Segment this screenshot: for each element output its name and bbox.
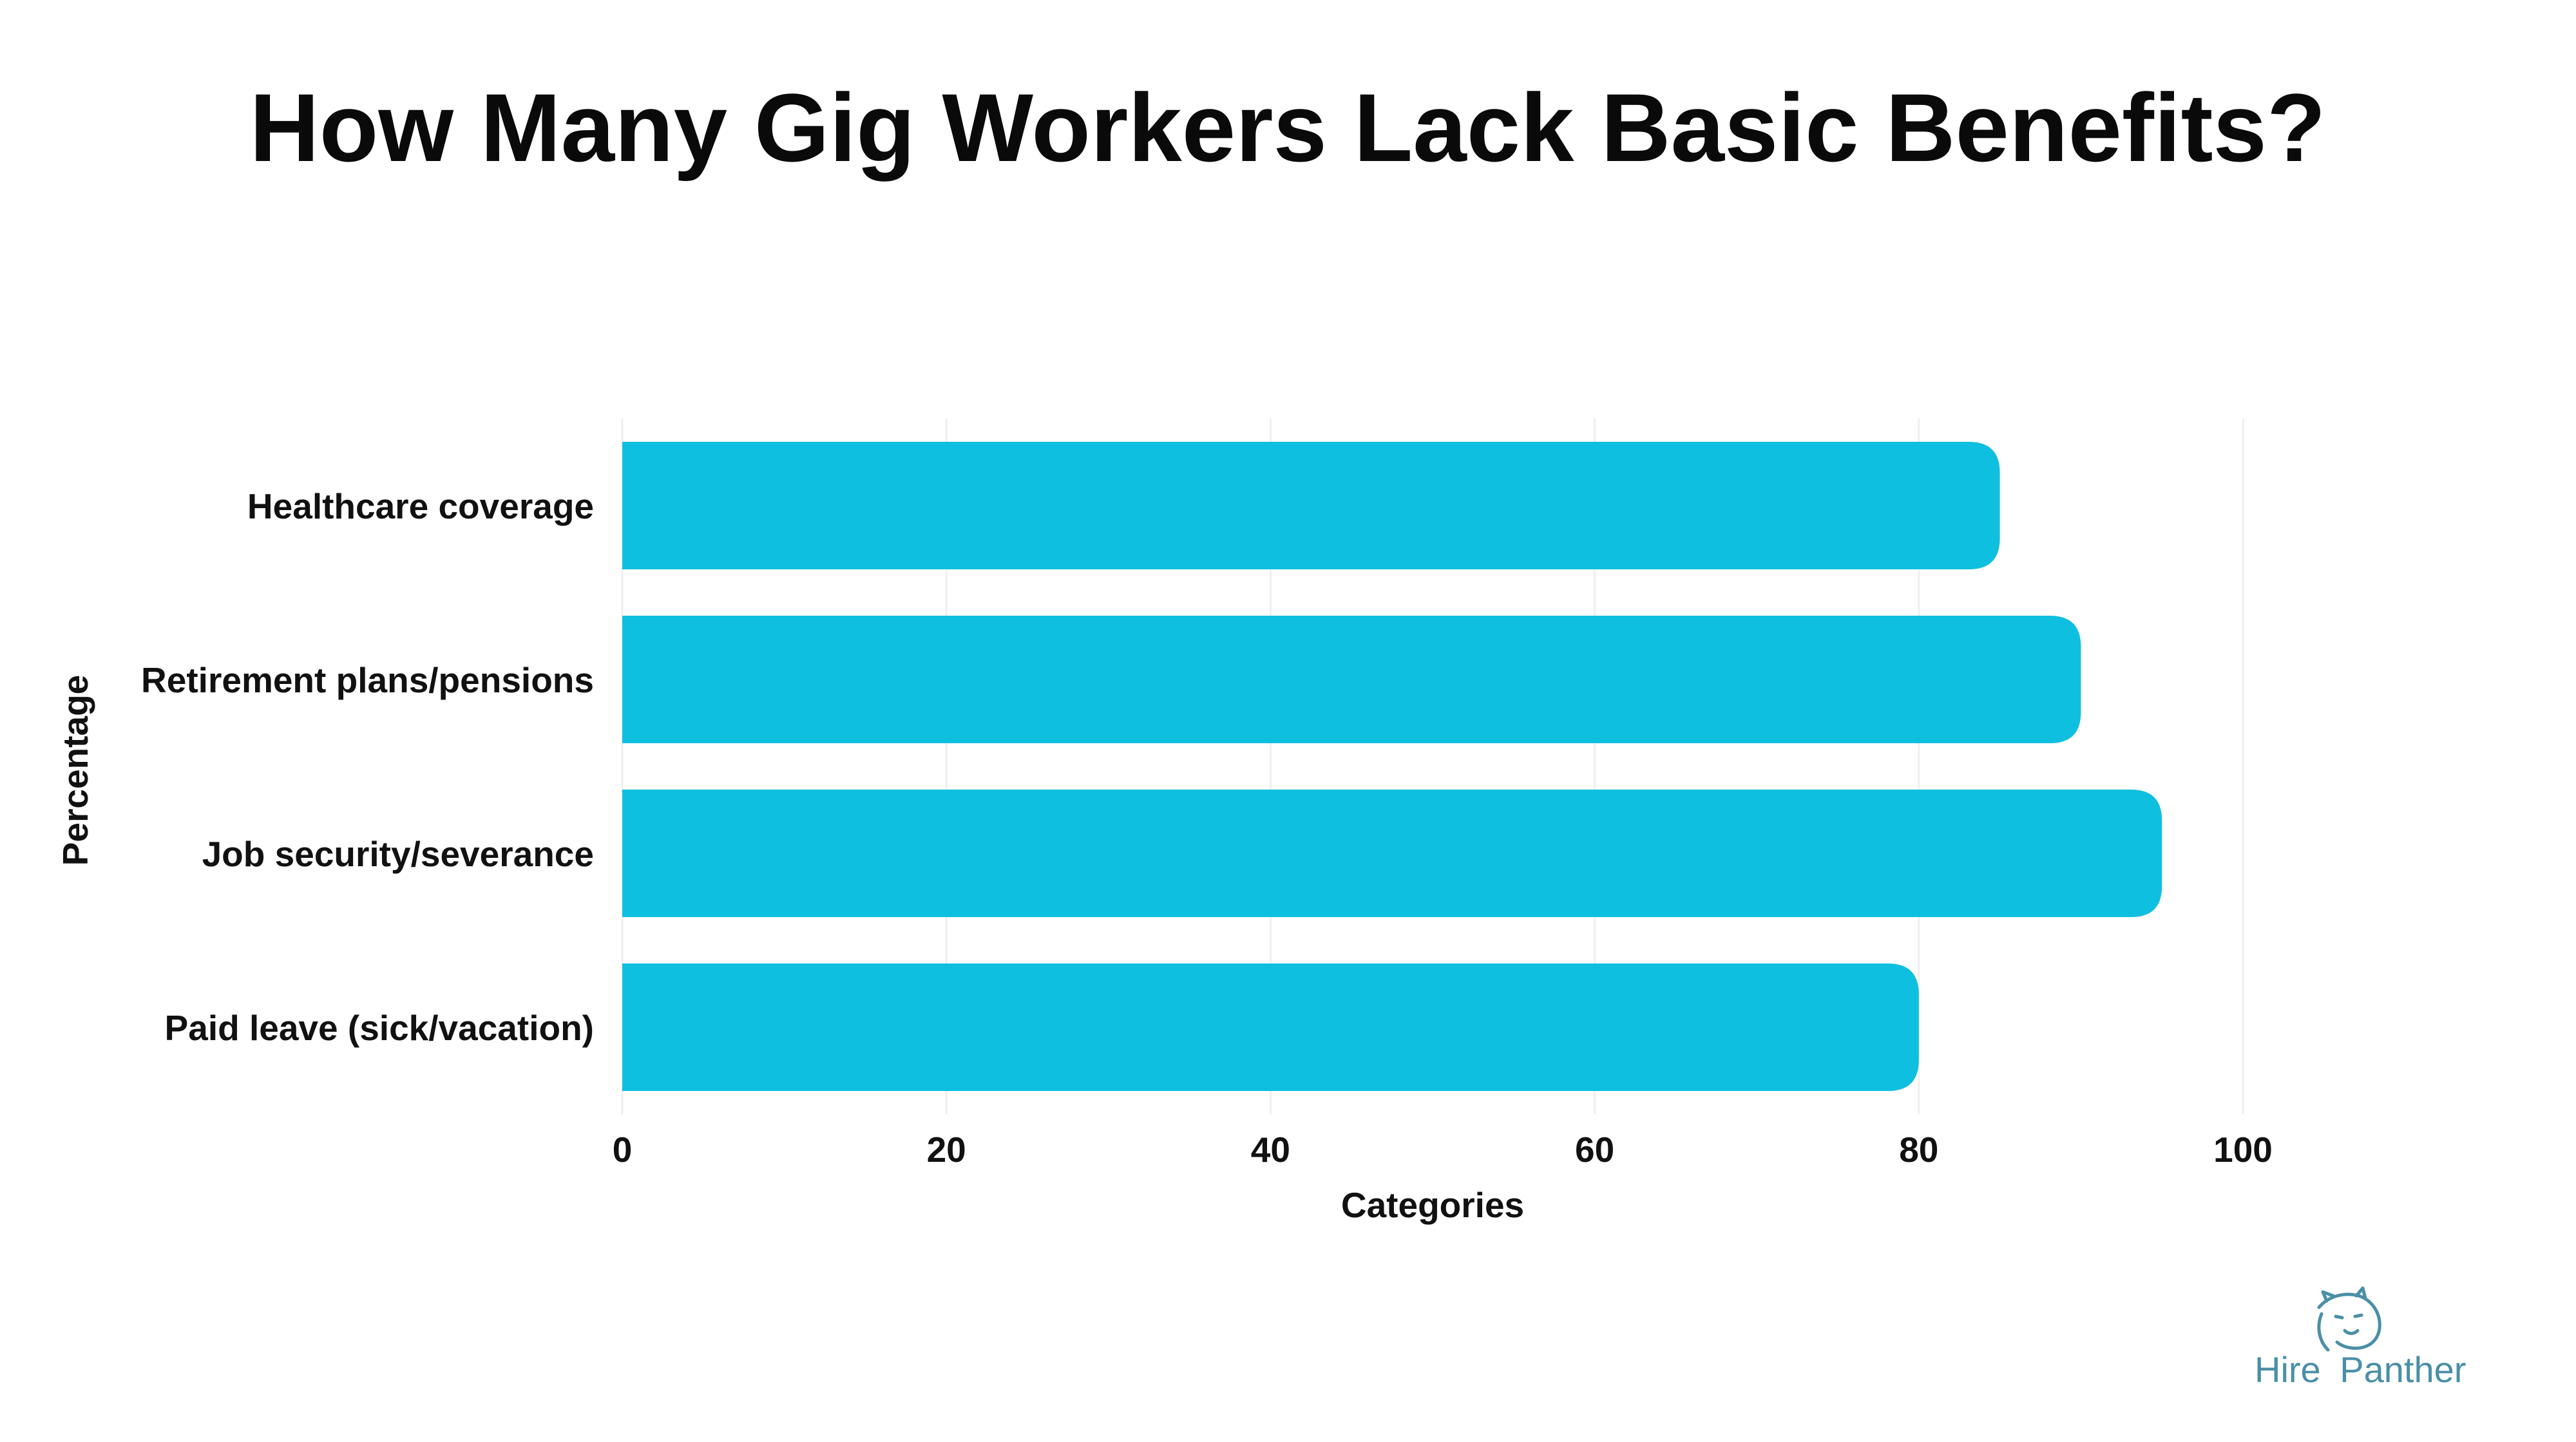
bar bbox=[622, 963, 1919, 1091]
bars bbox=[622, 442, 2162, 1091]
x-tick-label: 100 bbox=[2213, 1130, 2273, 1170]
category-label: Retirement plans/pensions bbox=[141, 660, 594, 700]
x-tick-label: 60 bbox=[1575, 1130, 1614, 1170]
category-label: Healthcare coverage bbox=[247, 486, 594, 526]
logo-word-hire: Hire bbox=[2255, 1349, 2321, 1390]
category-labels: Healthcare coverage Retirement plans/pens… bbox=[141, 486, 594, 1048]
hire-panther-logo: Hire Panther bbox=[2255, 1286, 2466, 1390]
y-axis-title: Percentage bbox=[55, 675, 95, 866]
logo-word-panther: Panther bbox=[2340, 1349, 2466, 1390]
bar bbox=[622, 790, 2162, 917]
x-tick-label: 0 bbox=[613, 1130, 633, 1170]
logo-text: Hire Panther bbox=[2255, 1349, 2466, 1390]
x-tick-label: 20 bbox=[927, 1130, 966, 1170]
bar bbox=[622, 442, 2000, 569]
panther-icon bbox=[2317, 1286, 2381, 1352]
x-tick-label: 40 bbox=[1251, 1130, 1290, 1170]
x-axis-title: Categories bbox=[1341, 1185, 1524, 1225]
chart-title: How Many Gig Workers Lack Basic Benefits… bbox=[249, 73, 2325, 182]
category-label: Paid leave (sick/vacation) bbox=[165, 1008, 594, 1048]
bar bbox=[622, 616, 2081, 743]
x-tick-labels: 0 20 40 60 80 100 bbox=[613, 1130, 2273, 1170]
category-label: Job security/severance bbox=[202, 834, 594, 874]
x-tick-label: 80 bbox=[1899, 1130, 1938, 1170]
